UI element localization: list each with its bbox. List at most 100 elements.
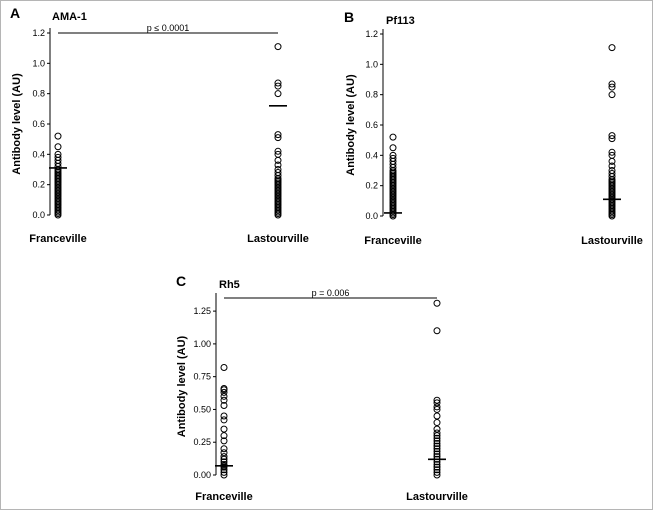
y-axis-label: Antibody level (AU): [176, 335, 188, 437]
data-point: [608, 135, 616, 143]
data-point: [220, 388, 228, 396]
data-point: [433, 419, 441, 427]
data-point: [608, 170, 616, 178]
data-point: [433, 425, 441, 433]
data-point: [433, 445, 441, 453]
data-point: [608, 162, 616, 170]
y-tick-label: 1.0: [32, 58, 45, 68]
data-point: [220, 432, 228, 440]
y-tick-label: 0.2: [32, 180, 45, 190]
data-point: [433, 299, 441, 307]
data-point: [433, 468, 441, 476]
panel-title: AMA-1: [52, 11, 87, 23]
data-point: [433, 447, 441, 455]
data-point: [274, 150, 282, 158]
data-point: [433, 437, 441, 445]
data-point: [220, 445, 228, 453]
data-point: [433, 399, 441, 407]
y-axis-label: Antibody level (AU): [11, 73, 23, 175]
panel-letter: B: [344, 9, 354, 25]
y-tick-label: 0.6: [32, 119, 45, 129]
data-point: [274, 169, 282, 177]
data-point: [220, 449, 228, 457]
data-point: [433, 466, 441, 474]
data-point: [433, 434, 441, 442]
data-point: [433, 450, 441, 458]
x-category-label: Franceville: [364, 235, 421, 247]
data-point: [608, 80, 616, 88]
data-point: [433, 442, 441, 450]
y-tick-label: 0.75: [193, 372, 211, 382]
data-point: [433, 396, 441, 404]
x-category-label: Lastourville: [247, 233, 309, 245]
data-point: [220, 416, 228, 424]
data-point: [433, 327, 441, 335]
data-point: [608, 148, 616, 156]
data-point: [274, 79, 282, 87]
data-point: [274, 166, 282, 173]
data-point: [274, 161, 282, 169]
p-value-label: p ≤ 0.0001: [147, 23, 189, 33]
data-point: [54, 153, 62, 161]
data-point: [433, 403, 441, 411]
y-tick-label: 0.2: [365, 181, 378, 191]
data-point: [220, 392, 228, 400]
y-tick-label: 0.4: [32, 149, 45, 159]
data-point: [433, 429, 441, 437]
data-point: [220, 412, 228, 420]
data-point: [220, 363, 228, 371]
y-tick-label: 1.25: [193, 306, 211, 316]
data-point: [433, 432, 441, 440]
data-point: [220, 437, 228, 445]
y-tick-label: 0.00: [193, 470, 211, 480]
data-point: [274, 156, 282, 164]
data-point: [54, 150, 62, 158]
y-tick-label: 0.8: [32, 89, 45, 99]
data-point: [274, 90, 282, 98]
data-point: [608, 91, 616, 99]
data-point: [433, 405, 441, 413]
y-tick-label: 0.25: [193, 437, 211, 447]
data-point: [274, 147, 282, 155]
x-category-label: Lastourville: [581, 235, 643, 247]
y-tick-label: 1.00: [193, 339, 211, 349]
x-category-label: Franceville: [195, 491, 252, 503]
data-point: [220, 455, 228, 463]
data-point: [608, 44, 616, 52]
panel-title: Pf113: [386, 15, 415, 27]
data-point: [274, 131, 282, 139]
data-point: [608, 151, 616, 159]
data-point: [608, 83, 616, 91]
data-point: [220, 461, 228, 469]
data-point: [54, 132, 62, 140]
data-point: [389, 144, 397, 152]
y-tick-label: 0.6: [365, 120, 378, 130]
data-point: [389, 151, 397, 159]
data-point: [433, 440, 441, 448]
y-tick-label: 1.0: [365, 59, 378, 69]
data-point: [274, 43, 282, 51]
data-point: [274, 82, 282, 90]
data-point: [54, 143, 62, 151]
data-point: [274, 134, 282, 142]
y-tick-label: 0.50: [193, 404, 211, 414]
p-value-label: p = 0.006: [312, 288, 350, 298]
y-tick-label: 0.0: [365, 211, 378, 221]
data-point: [220, 471, 228, 479]
x-category-label: Lastourville: [406, 491, 468, 503]
data-point: [220, 466, 228, 474]
y-tick-label: 0.0: [32, 210, 45, 220]
data-point: [220, 425, 228, 433]
panel-letter: C: [176, 273, 186, 289]
panel-title: Rh5: [219, 279, 240, 291]
data-point: [220, 468, 228, 476]
panel-letter: A: [10, 5, 20, 21]
data-point: [433, 463, 441, 471]
y-tick-label: 0.4: [365, 150, 378, 160]
data-point: [220, 453, 228, 461]
data-point: [220, 458, 228, 466]
data-point: [433, 471, 441, 479]
y-tick-label: 1.2: [32, 28, 45, 38]
data-point: [220, 396, 228, 404]
